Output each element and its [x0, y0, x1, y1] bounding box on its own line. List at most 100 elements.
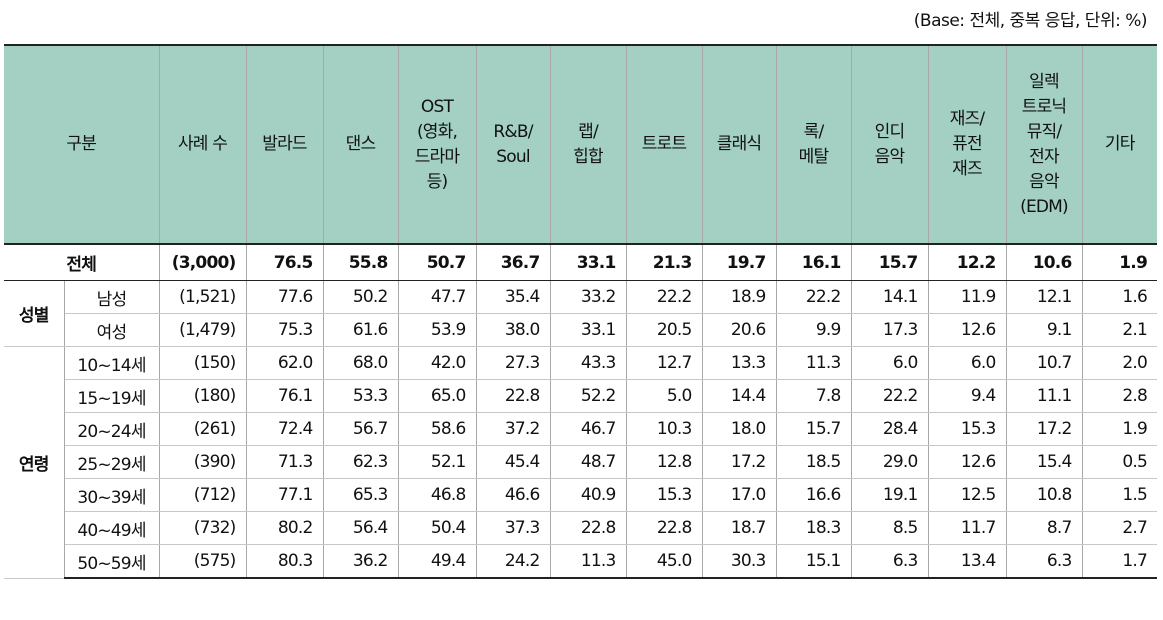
value-cell: 20.5: [625, 313, 703, 347]
column-header-line: (EDM): [1020, 196, 1069, 217]
value-cell: 7.8: [775, 379, 852, 413]
column-header-line: 트로트: [641, 134, 687, 154]
value-cell: 1.6: [1081, 280, 1157, 314]
value-cell: 19.7: [701, 244, 777, 281]
value-cell: 18.7: [701, 511, 777, 545]
value-cell: 62.3: [322, 445, 399, 479]
sample-count-cell: (732): [158, 511, 247, 545]
value-cell: 33.2: [549, 280, 627, 314]
value-cell: 46.6: [475, 478, 551, 512]
column-header-line: 뮤직/: [1026, 121, 1062, 142]
sample-count-cell: (1,479): [158, 313, 247, 347]
value-cell: 50.4: [397, 511, 477, 545]
value-cell: 27.3: [475, 346, 551, 380]
value-cell: 15.7: [775, 412, 852, 446]
value-cell: 37.3: [475, 511, 551, 545]
value-cell: 5.0: [625, 379, 703, 413]
value-cell: 1.9: [1081, 412, 1157, 446]
value-cell: 21.3: [625, 244, 703, 281]
column-header: 일렉 트로닉 뮤직/전자 음악 (EDM): [1005, 44, 1083, 245]
value-cell: 47.7: [397, 280, 477, 314]
value-cell: 9.1: [1005, 313, 1083, 347]
value-cell: 16.1: [775, 244, 852, 281]
table-body: 전체 (3,000) 76.5 55.8 50.7 36.7 33.1 21.3 19.7 16.…: [4, 244, 1157, 579]
column-header-line: 음악: [1029, 171, 1059, 192]
value-cell: 12.8: [625, 445, 703, 479]
value-cell: 17.0: [701, 478, 777, 512]
value-cell: 61.6: [322, 313, 399, 347]
table-row: 연령 10~14세 (150) 62.0 68.0 42.0 27.3 43.3 12.7 13.…: [4, 346, 1157, 579]
table-row: 15~19세 (180) 76.1 53.3 65.0 22.8 52.2 5.0 14.4 7.…: [4, 379, 1157, 413]
value-cell: 6.0: [927, 346, 1007, 380]
value-cell: 10.3: [625, 412, 703, 446]
value-cell: 52.1: [397, 445, 477, 479]
column-header-line: 퓨전: [952, 134, 982, 154]
value-cell: 15.3: [927, 412, 1007, 446]
value-cell: 77.1: [245, 478, 324, 512]
table-header: 구분 사례 수 발라드 댄스 OST (영화, 드라마 등) R&B/Soul 랩/힙합 트로트 클래…: [4, 44, 1157, 245]
value-cell: 40.9: [549, 478, 627, 512]
value-cell: 36.2: [322, 544, 399, 579]
row-label: 15~19세: [64, 379, 160, 413]
column-header: 재즈/퓨전 재즈: [927, 44, 1007, 245]
value-cell: 43.3: [549, 346, 627, 380]
column-header-line: R&B/: [493, 121, 533, 142]
column-header: 사례 수: [158, 44, 247, 245]
value-cell: 65.3: [322, 478, 399, 512]
column-header-line: 발라드: [262, 134, 307, 154]
value-cell: 46.7: [549, 412, 627, 446]
row-label: 남성: [63, 280, 160, 314]
value-cell: 72.4: [245, 412, 324, 446]
value-cell: 11.1: [1005, 379, 1083, 413]
table-row: 40~49세 (732) 80.2 56.4 50.4 37.3 22.8 22.8 18.7 1…: [4, 511, 1157, 545]
column-header-line: 구분: [66, 134, 97, 154]
value-cell: 18.0: [701, 412, 777, 446]
table-row: 30~39세 (712) 77.1 65.3 46.8 46.6 40.9 15.3 17.0 1…: [4, 478, 1157, 512]
value-cell: 9.9: [775, 313, 852, 347]
value-cell: 56.4: [322, 511, 399, 545]
table-row-total: 전체 (3,000) 76.5 55.8 50.7 36.7 33.1 21.3 19.7 16.…: [4, 244, 1157, 281]
value-cell: 22.2: [625, 280, 703, 314]
sample-count-cell: (261): [158, 412, 247, 446]
value-cell: 33.1: [549, 244, 627, 281]
value-cell: 2.7: [1081, 511, 1157, 545]
value-cell: 6.3: [1005, 544, 1083, 579]
row-label: 전체: [4, 244, 160, 281]
value-cell: 22.2: [775, 280, 852, 314]
value-cell: 15.4: [1005, 445, 1083, 479]
value-cell: 46.8: [397, 478, 477, 512]
value-cell: 11.9: [927, 280, 1007, 314]
row-label: 40~49세: [64, 511, 160, 545]
value-cell: 24.2: [475, 544, 551, 579]
value-cell: 29.0: [850, 445, 929, 479]
value-cell: 80.2: [245, 511, 324, 545]
value-cell: 14.1: [850, 280, 929, 314]
table-row: 25~29세 (390) 71.3 62.3 52.1 45.4 48.7 12.8 17.2 1…: [4, 445, 1157, 479]
column-header-line: 음악: [874, 146, 905, 167]
sample-count-cell: (390): [158, 445, 247, 479]
value-cell: 42.0: [397, 346, 477, 380]
value-cell: 15.3: [625, 478, 703, 512]
column-header-line: 록/: [803, 121, 825, 142]
value-cell: 35.4: [475, 280, 551, 314]
value-cell: 1.5: [1081, 478, 1157, 512]
column-header-line: 일렉: [1029, 71, 1059, 92]
value-cell: 18.3: [775, 511, 852, 545]
value-cell: 13.3: [701, 346, 777, 380]
value-cell: 10.6: [1005, 244, 1083, 281]
value-cell: 11.3: [549, 544, 627, 579]
group-label: 연령: [4, 346, 65, 579]
value-cell: 16.6: [775, 478, 852, 512]
value-cell: 12.2: [927, 244, 1007, 281]
value-cell: 12.6: [927, 313, 1007, 347]
column-header-line: (영화,: [416, 121, 458, 142]
value-cell: 12.5: [927, 478, 1007, 512]
value-cell: 48.7: [549, 445, 627, 479]
value-cell: 8.7: [1005, 511, 1083, 545]
column-header-line: 인디: [874, 121, 905, 142]
value-cell: 10.8: [1005, 478, 1083, 512]
header-row: 구분 사례 수 발라드 댄스 OST (영화, 드라마 등) R&B/Soul 랩/힙합 트로트 클래…: [4, 44, 1157, 245]
value-cell: 22.2: [850, 379, 929, 413]
value-cell: 62.0: [245, 346, 324, 380]
